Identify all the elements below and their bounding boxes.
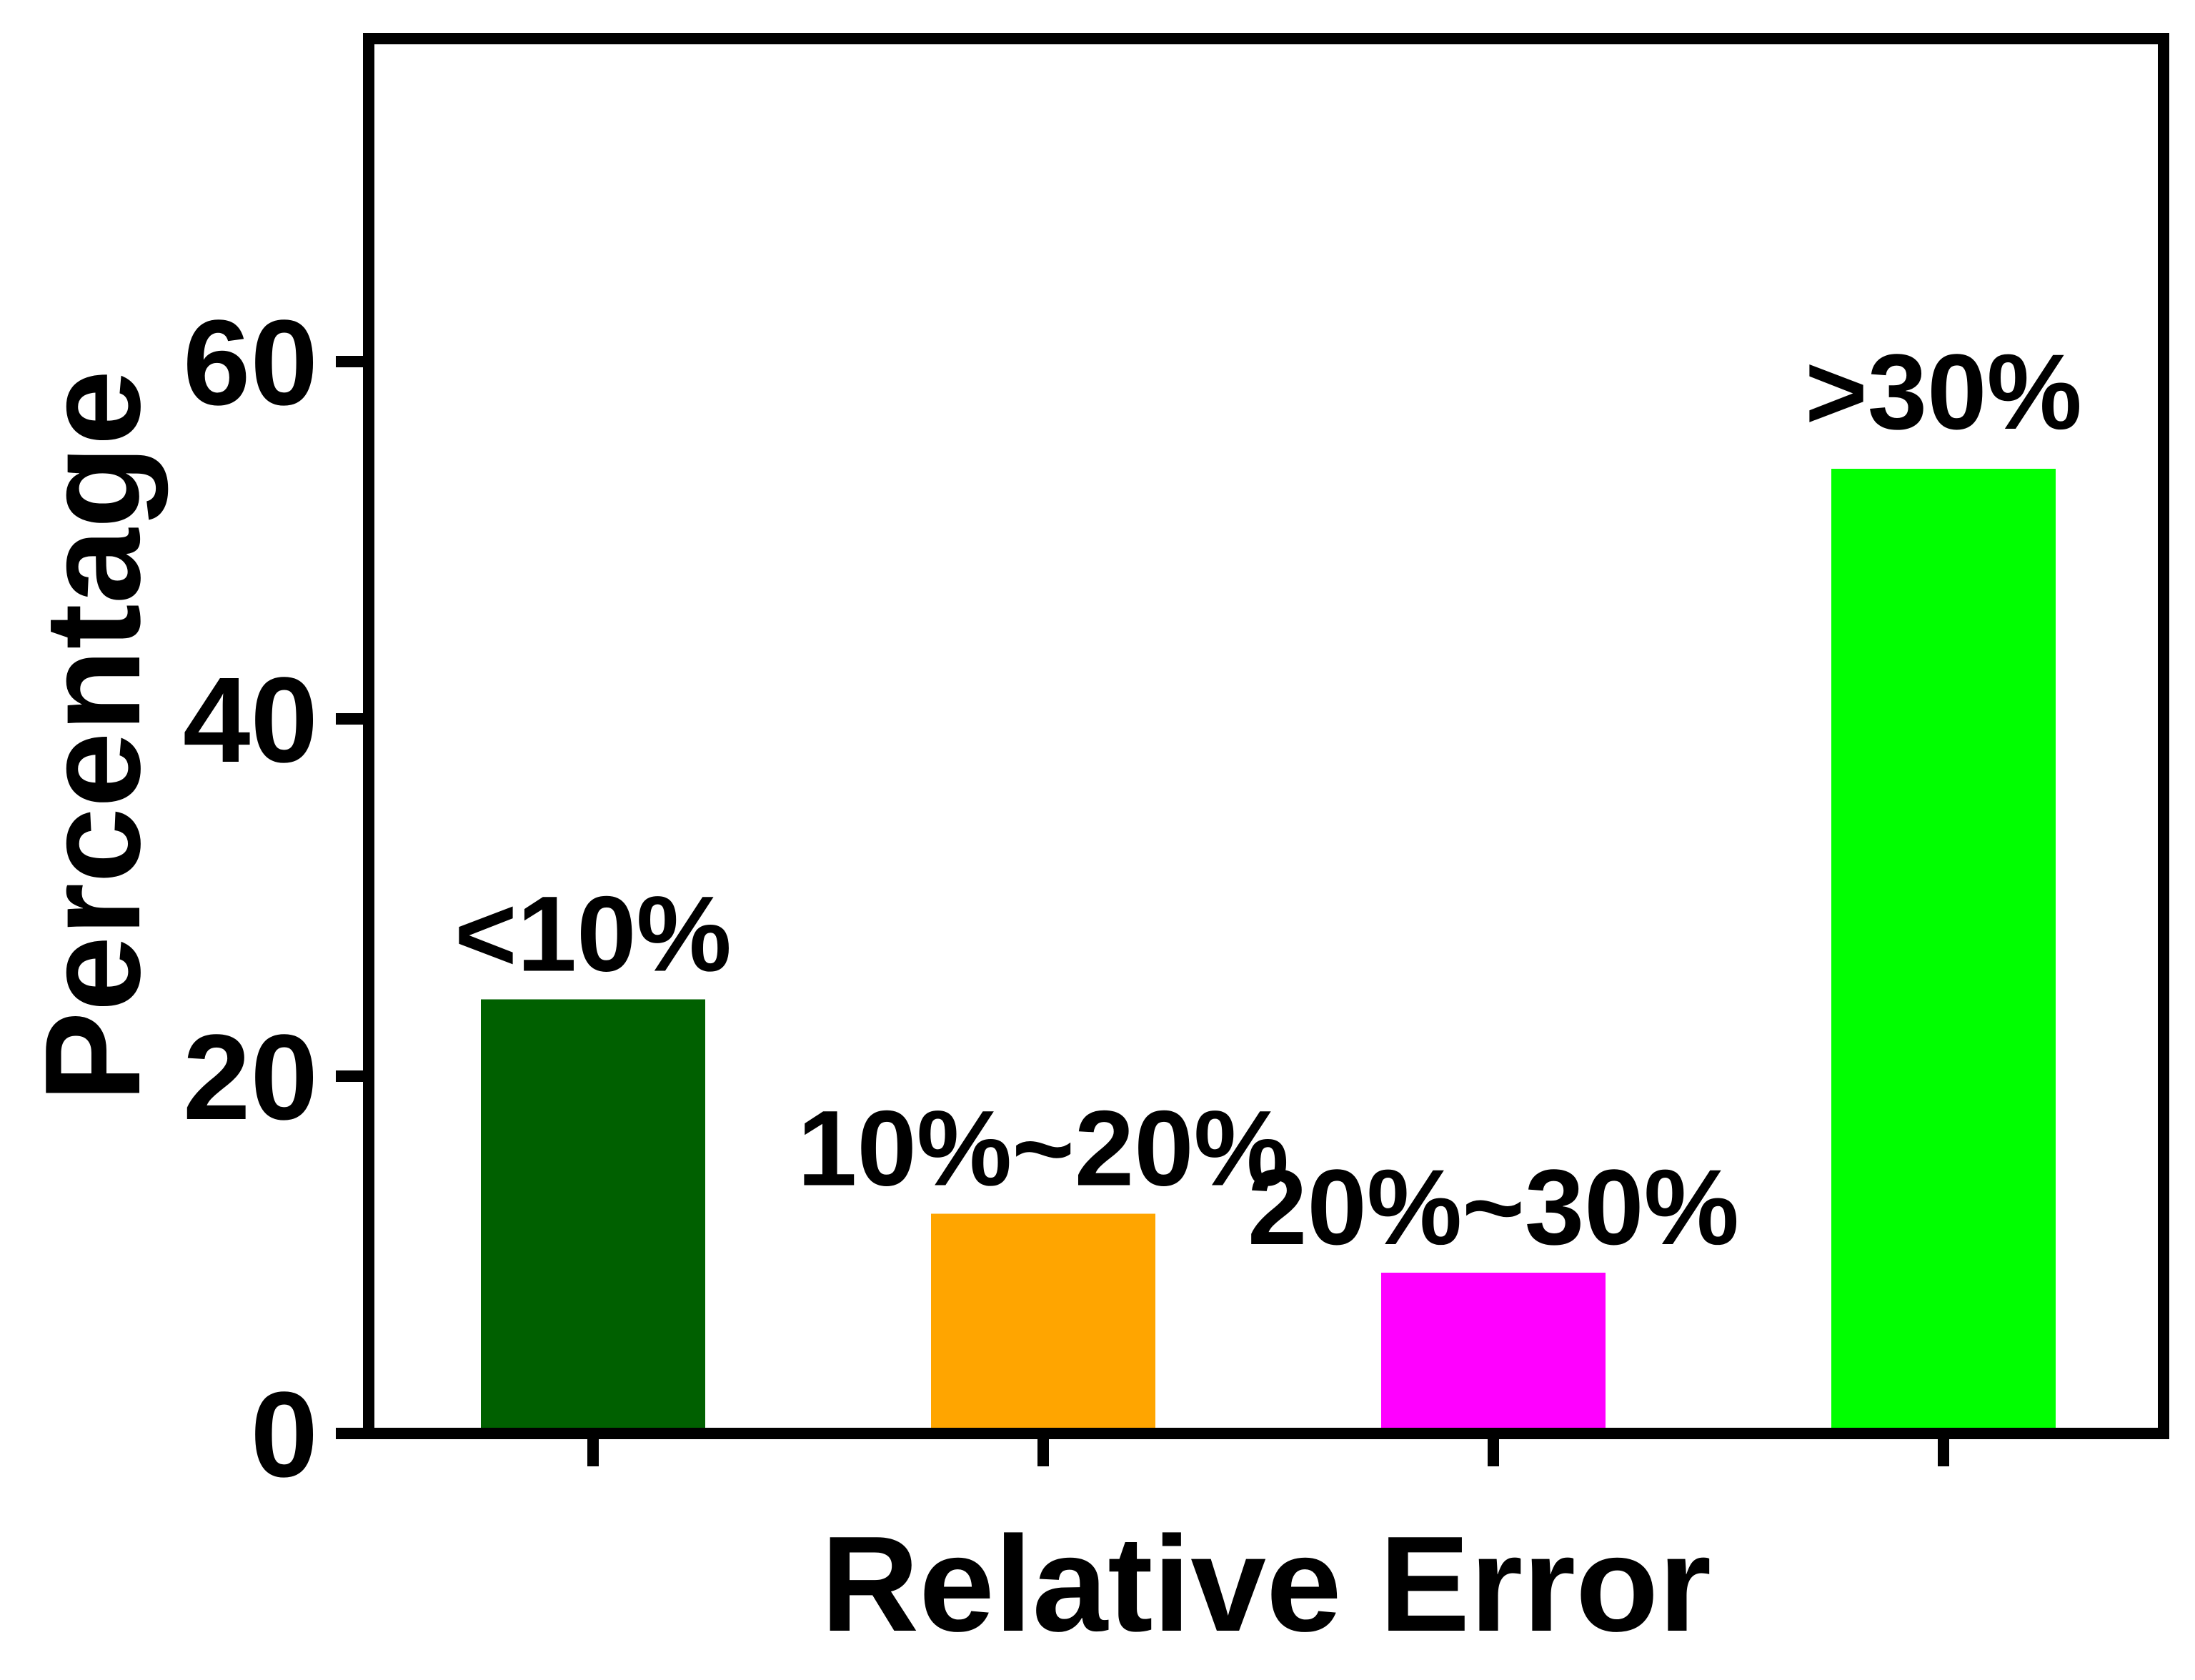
bar-1 [481, 999, 705, 1433]
y-tick-label-60: 60 [183, 295, 318, 431]
y-tick-label-20: 20 [183, 1010, 318, 1145]
bar-4 [1831, 469, 2056, 1433]
plot-frame [363, 33, 2169, 1439]
y-axis-title: Percentage [17, 370, 169, 1102]
bar-3 [1381, 1273, 1606, 1433]
bar-2 [931, 1213, 1155, 1433]
x-axis-title: Relative Error [821, 1508, 1711, 1660]
bar-data-label-4: >30% [1805, 332, 2082, 452]
bar-data-label-1: <10% [454, 874, 732, 994]
bars-group [481, 469, 2056, 1433]
bar-data-label-3: 20%~30% [1248, 1147, 1739, 1267]
y-tick-label-40: 40 [183, 652, 318, 788]
x-axis [587, 1433, 1949, 1466]
y-axis: 0 20 40 60 [183, 295, 369, 1503]
y-tick-label-0: 0 [250, 1367, 318, 1503]
bar-data-label-2: 10%~20% [797, 1088, 1289, 1208]
bar-labels-group: <10% 10%~20%20%~30% >30% [454, 332, 2082, 1267]
